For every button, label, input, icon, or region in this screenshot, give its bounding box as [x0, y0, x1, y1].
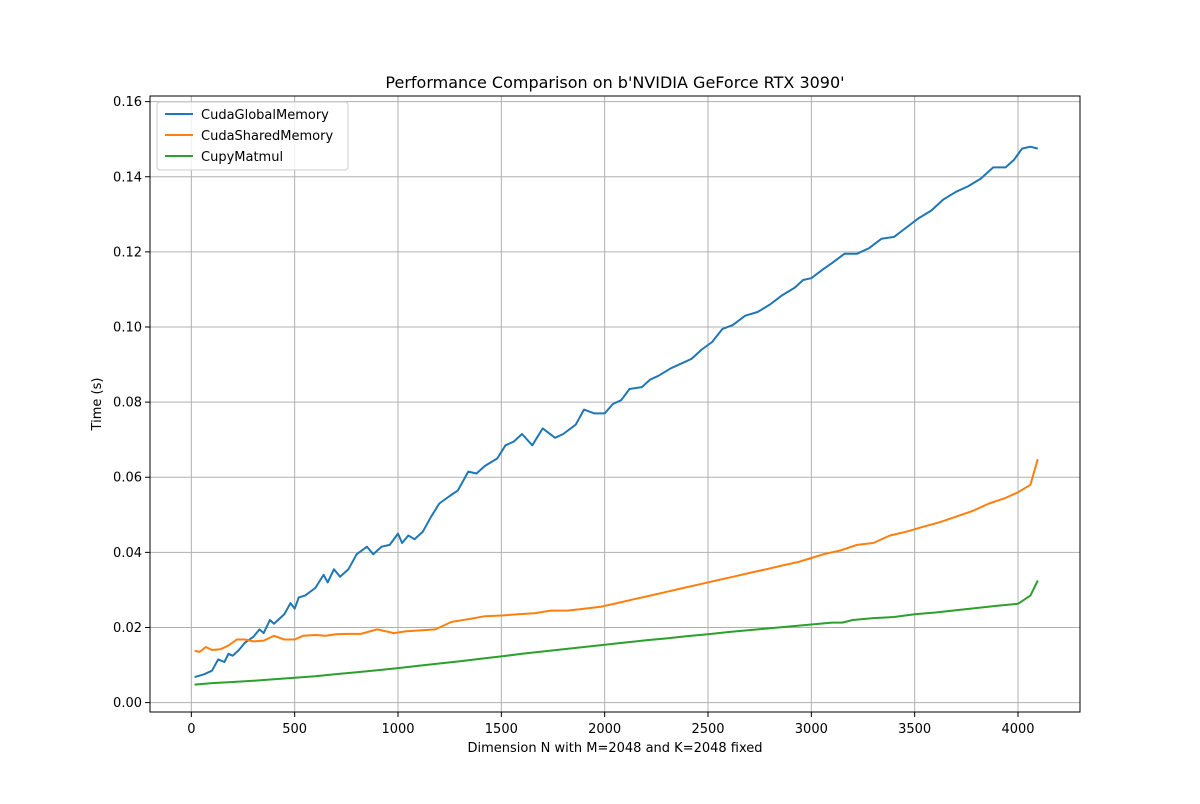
y-tick-label: 0.10 — [113, 321, 142, 336]
x-tick-label: 4000 — [1001, 722, 1034, 737]
y-tick-label: 0.16 — [113, 95, 142, 110]
x-tick-label: 1000 — [381, 722, 414, 737]
x-tick-label: 3000 — [795, 722, 828, 737]
series-line-cuda-global-memory — [194, 145, 1039, 679]
legend-label-cupy-matmul: CupyMatmul — [201, 150, 283, 165]
plot-area-frame — [149, 95, 1081, 713]
y-tick-label: 0.12 — [113, 245, 142, 260]
x-tick-label: 500 — [282, 722, 307, 737]
legend: CudaGlobalMemory CudaSharedMemory CupyMa… — [156, 101, 349, 171]
series-line-cuda-shared-memory — [194, 458, 1039, 653]
legend-label-cuda-global-memory: CudaGlobalMemory — [201, 108, 329, 123]
legend-box — [156, 101, 349, 171]
y-axis-label: Time (s) — [90, 378, 105, 432]
x-axis-label: Dimension N with M=2048 and K=2048 fixed — [467, 741, 762, 756]
series-lines — [194, 145, 1039, 686]
x-axis-ticks: 0 500 1000 1500 2000 2500 3000 3500 4000 — [187, 712, 1035, 737]
y-tick-label: 0.04 — [113, 546, 142, 561]
x-tick-label: 3500 — [898, 722, 931, 737]
x-tick-label: 2500 — [691, 722, 724, 737]
y-tick-label: 0.00 — [113, 696, 142, 711]
y-tick-label: 0.08 — [113, 396, 142, 411]
y-tick-label: 0.06 — [113, 471, 142, 486]
series-line-cupy-matmul — [194, 580, 1039, 686]
x-tick-label: 0 — [187, 722, 195, 737]
y-tick-label: 0.02 — [113, 621, 142, 636]
legend-label-cuda-shared-memory: CudaSharedMemory — [201, 129, 333, 144]
y-axis-ticks: 0.00 0.02 0.04 0.06 0.08 0.10 0.12 0.14 0.16 — [113, 95, 150, 711]
x-tick-label: 1500 — [485, 722, 518, 737]
y-tick-label: 0.14 — [113, 170, 142, 185]
chart-title: Performance Comparison on b'NVIDIA GeFor… — [385, 73, 844, 92]
x-tick-label: 2000 — [588, 722, 621, 737]
